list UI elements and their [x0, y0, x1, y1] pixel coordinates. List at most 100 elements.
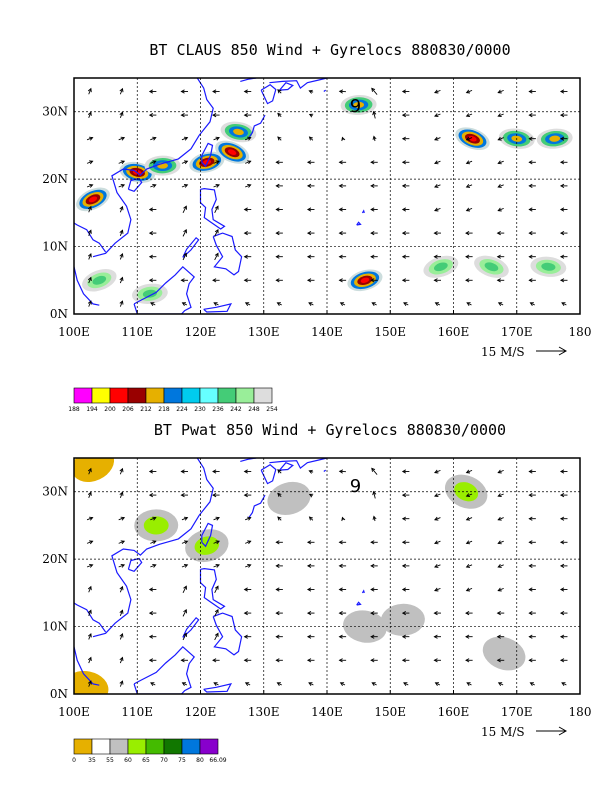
wind-arrow	[87, 276, 92, 284]
wind-arrow	[497, 682, 504, 686]
wind-arrow	[401, 183, 410, 188]
y-tick-label: 0N	[50, 687, 68, 701]
wind-arrow	[434, 540, 441, 545]
x-tick-label: 110E	[121, 325, 153, 339]
wind-arrow	[243, 493, 252, 498]
wind-arrow	[276, 682, 282, 686]
wind-arrow	[308, 113, 314, 118]
wind-arrow	[434, 469, 441, 474]
wind-arrow	[338, 658, 347, 663]
colorbar-swatch	[91, 387, 111, 404]
wind-arrow	[119, 491, 124, 499]
coastline	[92, 78, 214, 258]
wind-arrow	[528, 136, 536, 141]
wind-arrow	[341, 136, 346, 142]
wind-arrow	[119, 87, 124, 95]
wind-arrow	[87, 229, 92, 237]
wind-arrow	[119, 656, 124, 664]
wind-arrow	[559, 658, 568, 663]
wind-arrow	[496, 278, 505, 283]
panel-2-plot: 9 100E 110E 120E 130E 140E 150E 160E 170E 180 0N 10…	[42, 457, 591, 719]
wind-arrow	[372, 135, 377, 142]
wind-arrow	[528, 89, 536, 94]
colorbar-swatch	[163, 387, 183, 404]
wind-arrow	[243, 634, 252, 639]
colorbar-label: 242	[230, 406, 242, 413]
coastline	[212, 612, 243, 656]
wind-arrow	[434, 493, 441, 498]
wind-arrow	[465, 160, 473, 165]
wind-arrow	[559, 183, 568, 188]
colorbar-label: 194	[86, 406, 98, 413]
wind-arrow	[559, 278, 568, 283]
wind-arrow	[118, 563, 126, 568]
colorbar-label: 224	[176, 406, 188, 413]
wind-arrow	[338, 89, 346, 94]
wind-arrow	[148, 231, 157, 236]
wind-arrow	[150, 682, 156, 686]
wind-arrow	[213, 563, 220, 568]
wind-arrow	[465, 113, 473, 118]
wind-arrow	[214, 585, 219, 593]
wind-arrow	[148, 207, 157, 212]
wind-arrow	[433, 231, 441, 236]
wind-arrow	[497, 184, 504, 188]
wind-arrow	[243, 254, 252, 259]
colorbar-swatch	[73, 738, 93, 755]
wind-arrow	[465, 469, 473, 474]
colorbar-swatch	[73, 387, 93, 404]
gyre-marker-label: 9	[350, 476, 361, 497]
coastline	[269, 78, 328, 90]
wind-arrow	[86, 563, 94, 568]
wind-arrow	[338, 160, 347, 165]
wind-arrow	[306, 611, 315, 616]
coastline	[356, 221, 362, 226]
wind-arrow	[370, 634, 378, 639]
x-tick-label: 140E	[311, 325, 343, 339]
colorbar-label: 236	[212, 406, 224, 413]
wind-arrow	[465, 493, 473, 498]
wind-arrow	[306, 160, 315, 165]
wind-arrow	[243, 113, 252, 118]
wind-arrow	[181, 563, 189, 568]
wind-arrow	[434, 682, 441, 686]
colorbar-label: 65	[142, 757, 150, 764]
wind-arrow	[497, 540, 504, 545]
wind-arrow	[87, 87, 92, 95]
colorbar-swatch	[199, 738, 219, 755]
wind-arrow	[338, 231, 347, 236]
coastline	[279, 81, 294, 91]
shaded-region	[549, 135, 561, 142]
wind-arrow	[119, 111, 124, 119]
wind-arrow	[559, 89, 568, 94]
wind-arrow	[212, 113, 220, 118]
wind-arrow	[306, 254, 315, 259]
wind-arrow	[181, 136, 189, 141]
wind-arrow	[213, 183, 220, 188]
wind-arrow	[87, 585, 92, 593]
wind-arrow	[434, 136, 441, 141]
wind-arrow	[119, 467, 124, 475]
wind-arrow	[497, 302, 504, 306]
wind-arrow	[433, 634, 441, 639]
colorbar-swatch	[181, 387, 201, 404]
wind-arrow	[86, 516, 94, 521]
wind-arrow	[434, 89, 441, 94]
colorbar-label: 254	[266, 406, 278, 413]
coastline	[74, 222, 107, 253]
wind-arrow	[401, 634, 410, 639]
wind-arrow	[306, 540, 315, 545]
colorbar-swatch	[109, 738, 129, 755]
wind-arrow	[465, 207, 473, 212]
wind-arrow	[119, 680, 124, 687]
wind-arrow	[277, 492, 282, 498]
x-tick-label: 100E	[58, 325, 90, 339]
wind-arrow	[497, 113, 504, 118]
wind-arrow	[338, 587, 347, 592]
wind-arrow	[370, 278, 378, 283]
colorbar-label: 35	[88, 757, 96, 764]
wind-arrow	[497, 469, 504, 474]
wind-arrow	[528, 540, 536, 545]
wind-arrow	[244, 682, 251, 686]
wind-arrow	[212, 658, 220, 663]
